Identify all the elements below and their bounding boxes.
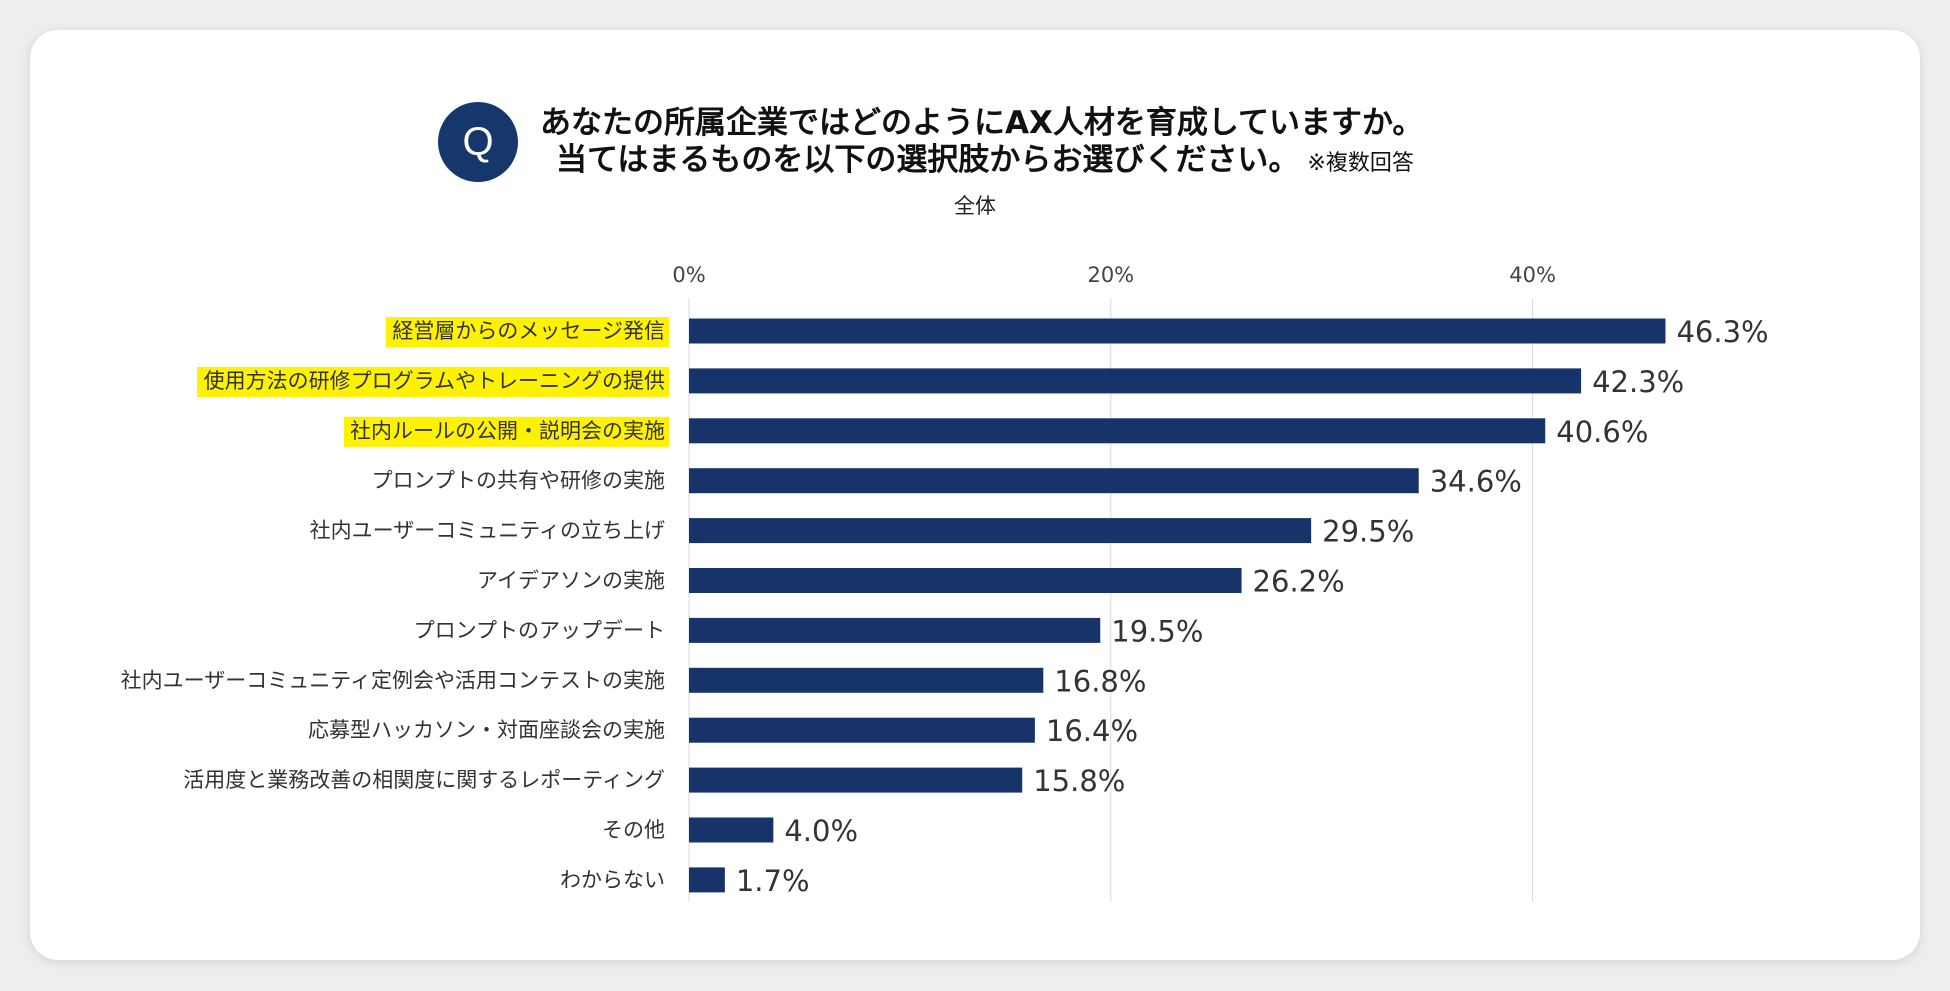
label-highlight bbox=[344, 416, 669, 447]
value-label: 40.6% bbox=[1556, 415, 1648, 449]
value-label: 4.0% bbox=[784, 814, 858, 848]
value-label: 16.4% bbox=[1046, 714, 1138, 748]
value-label: 29.5% bbox=[1322, 515, 1414, 549]
value-label: 46.3% bbox=[1676, 315, 1768, 349]
category-label: アイデアソンの実施 bbox=[477, 569, 665, 593]
label-highlight bbox=[197, 366, 669, 397]
value-label: 34.6% bbox=[1430, 465, 1522, 499]
tick-label: 20% bbox=[1087, 263, 1134, 287]
label-highlight bbox=[386, 317, 669, 347]
category-label: その他 bbox=[602, 818, 665, 842]
category-label: 使用方法の研修プログラムやトレーニングの提供 bbox=[204, 369, 665, 393]
question-title-line-1: あなたの所属企業ではどのようにAX人材を育成していますか。 bbox=[540, 105, 1424, 141]
value-label: 16.8% bbox=[1054, 664, 1146, 698]
tick-label: 40% bbox=[1509, 263, 1556, 287]
chart-card bbox=[30, 30, 1920, 960]
question-title-text: 当てはまるものを以下の選択肢からお選びください。 bbox=[556, 142, 1300, 178]
category-label: 活用度と業務改善の相関度に関するレポーティング bbox=[183, 768, 665, 792]
bar bbox=[689, 817, 774, 843]
multiple-answer-note: ※複数回答 bbox=[1307, 151, 1414, 176]
bar bbox=[689, 318, 1666, 344]
value-label: 19.5% bbox=[1111, 614, 1203, 648]
value-label: 15.8% bbox=[1033, 764, 1125, 798]
category-label: プロンプトの共有や研修の実施 bbox=[372, 469, 665, 493]
bar bbox=[689, 518, 1312, 544]
bar bbox=[689, 867, 725, 893]
value-label: 1.7% bbox=[736, 864, 810, 898]
tick-label: 0% bbox=[672, 263, 705, 287]
category-label: 応募型ハッカソン・対面座談会の実施 bbox=[308, 718, 665, 742]
question-badge: Q bbox=[438, 102, 518, 182]
category-label: わからない bbox=[560, 868, 665, 892]
chart-subtitle: 全体 bbox=[954, 194, 996, 218]
bar bbox=[689, 667, 1044, 693]
bar bbox=[689, 717, 1035, 743]
bar bbox=[689, 568, 1242, 593]
bar bbox=[689, 617, 1101, 643]
category-label: 社内ルールの公開・説明会の実施 bbox=[350, 419, 665, 443]
category-label: 社内ユーザーコミュニティの立ち上げ bbox=[310, 519, 665, 543]
bar bbox=[689, 767, 1023, 793]
bar bbox=[689, 368, 1582, 394]
bar bbox=[689, 418, 1546, 444]
bar bbox=[689, 468, 1419, 494]
value-label: 26.2% bbox=[1253, 565, 1345, 599]
category-label: 社内ユーザーコミュニティ定例会や活用コンテストの実施 bbox=[121, 668, 665, 692]
category-label: 経営層からのメッセージ発信 bbox=[392, 319, 665, 343]
value-label: 42.3% bbox=[1592, 365, 1684, 399]
question-title-line-2: 当てはまるものを以下の選択肢からお選びください。 ※複数回答 bbox=[556, 143, 1414, 181]
category-label: プロンプトのアップデート bbox=[414, 618, 665, 642]
